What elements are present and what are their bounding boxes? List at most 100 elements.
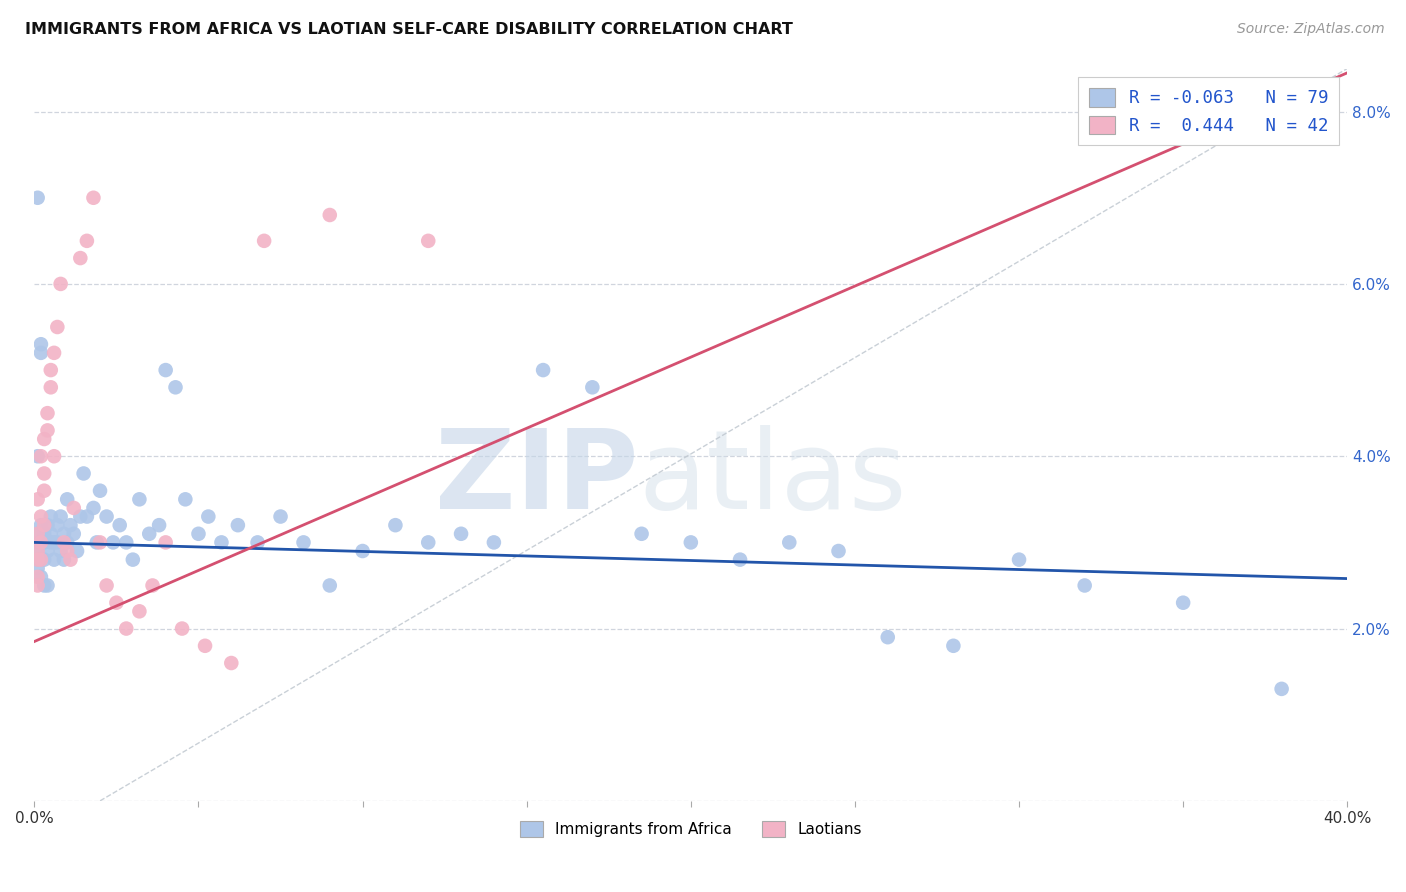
Point	[59, 518, 82, 533]
Point	[62, 526, 84, 541]
Point	[155, 363, 177, 377]
Point	[37, 424, 59, 438]
Point	[32, 578, 55, 592]
Point	[1008, 552, 1031, 566]
Point	[319, 208, 342, 222]
Point	[138, 526, 160, 541]
Point	[827, 544, 849, 558]
Point	[418, 234, 440, 248]
Text: atlas: atlas	[638, 425, 907, 533]
Point	[62, 500, 84, 515]
Point	[27, 544, 49, 558]
Point	[39, 363, 62, 377]
Point	[128, 604, 150, 618]
Point	[30, 552, 52, 566]
Point	[82, 191, 104, 205]
Point	[52, 552, 75, 566]
Text: IMMIGRANTS FROM AFRICA VS LAOTIAN SELF-CARE DISABILITY CORRELATION CHART: IMMIGRANTS FROM AFRICA VS LAOTIAN SELF-C…	[25, 22, 793, 37]
Text: Source: ZipAtlas.com: Source: ZipAtlas.com	[1237, 22, 1385, 37]
Point	[246, 535, 269, 549]
Point	[115, 535, 138, 549]
Point	[32, 535, 55, 549]
Point	[187, 526, 209, 541]
Point	[101, 535, 124, 549]
Point	[418, 535, 440, 549]
Point	[221, 656, 243, 670]
Point	[32, 432, 55, 446]
Point	[30, 535, 52, 549]
Point	[27, 561, 49, 575]
Point	[128, 492, 150, 507]
Point	[141, 578, 163, 592]
Point	[39, 535, 62, 549]
Point	[30, 535, 52, 549]
Point	[876, 630, 898, 644]
Point	[121, 552, 143, 566]
Point	[96, 509, 118, 524]
Point	[89, 535, 111, 549]
Point	[37, 578, 59, 592]
Point	[27, 544, 49, 558]
Point	[319, 578, 342, 592]
Point	[76, 509, 98, 524]
Point	[148, 518, 170, 533]
Point	[96, 578, 118, 592]
Point	[165, 380, 187, 394]
Point	[42, 535, 65, 549]
Point	[197, 509, 219, 524]
Point	[39, 380, 62, 394]
Legend: Immigrants from Africa, Laotians: Immigrants from Africa, Laotians	[512, 814, 869, 845]
Point	[482, 535, 505, 549]
Point	[46, 535, 69, 549]
Point	[69, 509, 91, 524]
Point	[105, 596, 128, 610]
Point	[270, 509, 292, 524]
Point	[27, 191, 49, 205]
Point	[108, 518, 131, 533]
Point	[76, 234, 98, 248]
Point	[52, 526, 75, 541]
Point	[1271, 681, 1294, 696]
Point	[531, 363, 554, 377]
Point	[27, 552, 49, 566]
Point	[1173, 596, 1195, 610]
Point	[30, 337, 52, 351]
Point	[292, 535, 315, 549]
Point	[226, 518, 249, 533]
Point	[52, 535, 75, 549]
Point	[679, 535, 702, 549]
Point	[30, 346, 52, 360]
Point	[86, 535, 108, 549]
Point	[1073, 578, 1095, 592]
Point	[49, 277, 72, 291]
Point	[46, 320, 69, 334]
Point	[30, 518, 52, 533]
Point	[56, 492, 79, 507]
Point	[32, 526, 55, 541]
Point	[32, 552, 55, 566]
Point	[89, 483, 111, 498]
Point	[59, 552, 82, 566]
Point	[450, 526, 472, 541]
Point	[69, 251, 91, 265]
Text: ZIP: ZIP	[434, 425, 638, 533]
Point	[27, 526, 49, 541]
Point	[42, 346, 65, 360]
Point	[72, 467, 94, 481]
Point	[46, 518, 69, 533]
Point	[56, 535, 79, 549]
Point	[30, 509, 52, 524]
Point	[630, 526, 652, 541]
Point	[30, 552, 52, 566]
Point	[42, 552, 65, 566]
Point	[194, 639, 217, 653]
Point	[352, 544, 374, 558]
Point	[27, 492, 49, 507]
Point	[27, 526, 49, 541]
Point	[27, 570, 49, 584]
Point	[155, 535, 177, 549]
Point	[32, 518, 55, 533]
Point	[37, 406, 59, 420]
Point	[30, 570, 52, 584]
Point	[49, 544, 72, 558]
